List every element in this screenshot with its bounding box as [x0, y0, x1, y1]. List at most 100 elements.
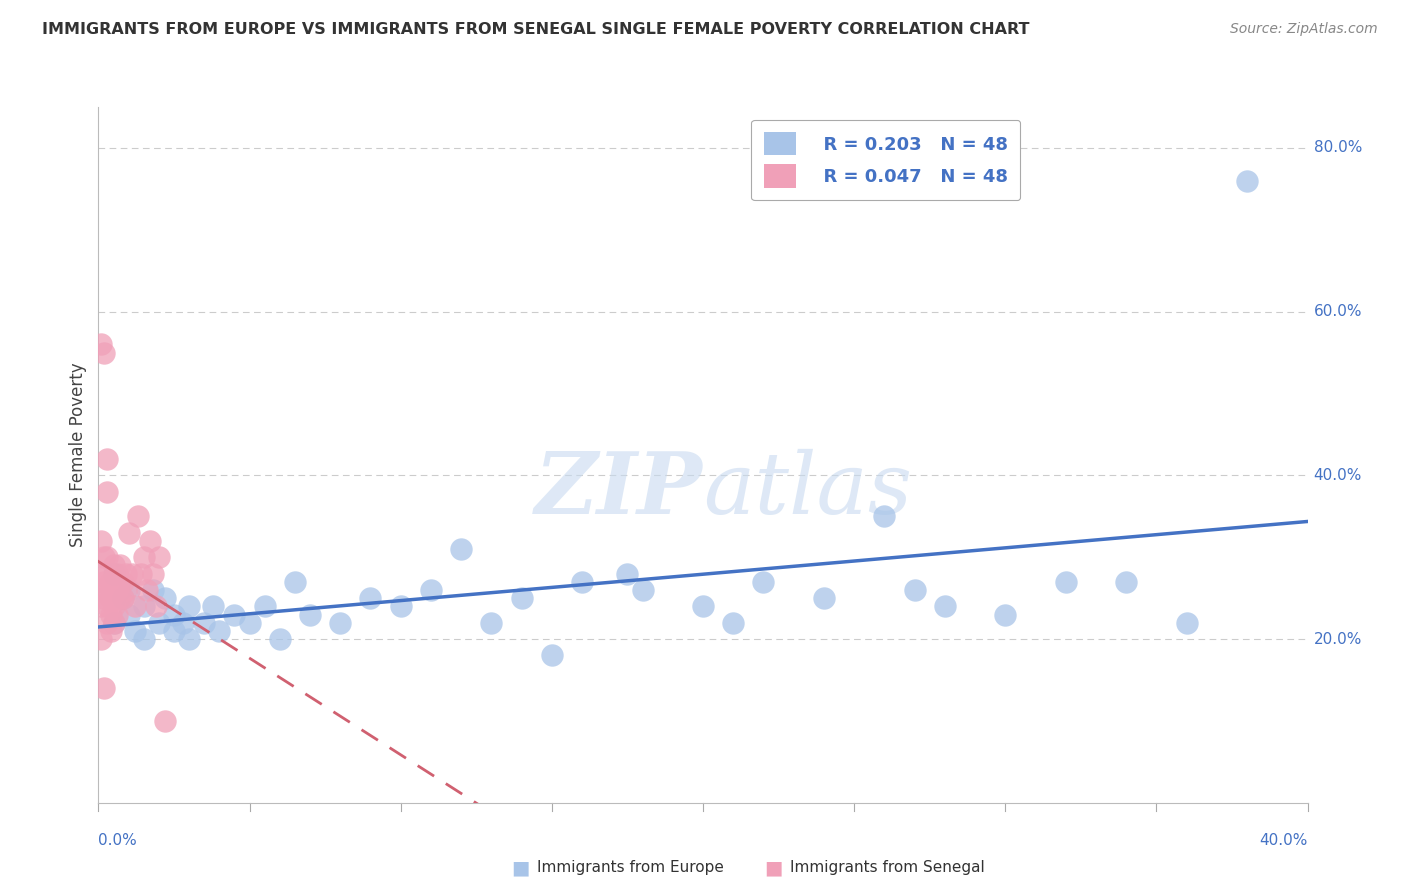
Point — [90, 566, 112, 581]
Point — [481, 615, 503, 630]
Point — [145, 599, 167, 614]
Point — [193, 615, 215, 630]
Point — [127, 509, 149, 524]
Point — [105, 582, 128, 597]
Point — [148, 615, 170, 630]
Point — [93, 550, 115, 565]
Y-axis label: Single Female Poverty: Single Female Poverty — [69, 363, 87, 547]
Point — [177, 632, 201, 646]
Point — [118, 607, 141, 622]
Point — [118, 525, 141, 540]
Point — [100, 591, 122, 606]
Point — [129, 566, 152, 581]
Point — [111, 591, 134, 606]
Text: ■: ■ — [763, 858, 783, 878]
Point — [132, 550, 155, 565]
Point — [103, 558, 125, 573]
Point — [142, 566, 165, 581]
Point — [239, 615, 262, 630]
Point — [224, 607, 246, 622]
Point — [163, 624, 186, 638]
Point — [1115, 574, 1137, 589]
Point — [419, 582, 441, 597]
Point — [105, 566, 128, 581]
Point — [389, 599, 412, 614]
Point — [103, 582, 125, 597]
Point — [571, 574, 593, 589]
Text: ■: ■ — [510, 858, 530, 878]
Point — [360, 591, 382, 606]
Point — [329, 615, 352, 630]
Point — [96, 484, 118, 499]
Point — [1054, 574, 1077, 589]
Point — [118, 582, 141, 597]
Point — [813, 591, 835, 606]
Point — [96, 615, 118, 630]
Point — [994, 607, 1017, 622]
Point — [934, 599, 956, 614]
Point — [721, 615, 744, 630]
Point — [108, 574, 131, 589]
Point — [108, 558, 131, 573]
Point — [121, 566, 143, 581]
Point — [100, 574, 122, 589]
Point — [631, 582, 654, 597]
Point — [163, 607, 186, 622]
Text: ZIP: ZIP — [536, 448, 703, 532]
Point — [90, 582, 112, 597]
Point — [1175, 615, 1198, 630]
Point — [202, 599, 225, 614]
Point — [124, 599, 146, 614]
Point — [96, 582, 118, 597]
Point — [96, 599, 118, 614]
Point — [93, 591, 115, 606]
Point — [93, 574, 115, 589]
Point — [90, 632, 112, 646]
Point — [132, 632, 155, 646]
Point — [90, 533, 112, 548]
Text: Immigrants from Senegal: Immigrants from Senegal — [790, 861, 986, 875]
Text: Immigrants from Europe: Immigrants from Europe — [537, 861, 724, 875]
Point — [153, 591, 176, 606]
Point — [90, 337, 112, 351]
Point — [90, 599, 112, 614]
Point — [124, 624, 146, 638]
Point — [540, 648, 562, 663]
Point — [108, 591, 131, 606]
Point — [148, 550, 170, 565]
Point — [153, 714, 176, 728]
Point — [103, 566, 125, 581]
Point — [96, 452, 118, 467]
Point — [114, 566, 136, 581]
Point — [450, 542, 472, 557]
Point — [904, 582, 927, 597]
Point — [616, 566, 638, 581]
Point — [177, 599, 201, 614]
Point — [100, 624, 122, 638]
Point — [135, 582, 157, 597]
Point — [103, 599, 125, 614]
Point — [1236, 174, 1258, 188]
Point — [692, 599, 714, 614]
Point — [269, 632, 291, 646]
Point — [100, 607, 122, 622]
Point — [752, 574, 775, 589]
Point — [284, 574, 307, 589]
Point — [172, 615, 194, 630]
Point — [93, 345, 115, 359]
Point — [114, 582, 136, 597]
Text: 20.0%: 20.0% — [1313, 632, 1362, 647]
Point — [132, 599, 155, 614]
Point — [253, 599, 276, 614]
Point — [139, 533, 162, 548]
Text: 80.0%: 80.0% — [1313, 140, 1362, 155]
Text: IMMIGRANTS FROM EUROPE VS IMMIGRANTS FROM SENEGAL SINGLE FEMALE POVERTY CORRELAT: IMMIGRANTS FROM EUROPE VS IMMIGRANTS FRO… — [42, 22, 1029, 37]
Legend:   R = 0.203   N = 48,   R = 0.047   N = 48: R = 0.203 N = 48, R = 0.047 N = 48 — [751, 120, 1021, 201]
Point — [111, 574, 134, 589]
Text: atlas: atlas — [703, 449, 912, 531]
Point — [208, 624, 231, 638]
Point — [111, 591, 134, 606]
Point — [105, 607, 128, 622]
Text: 60.0%: 60.0% — [1313, 304, 1362, 319]
Point — [103, 615, 125, 630]
